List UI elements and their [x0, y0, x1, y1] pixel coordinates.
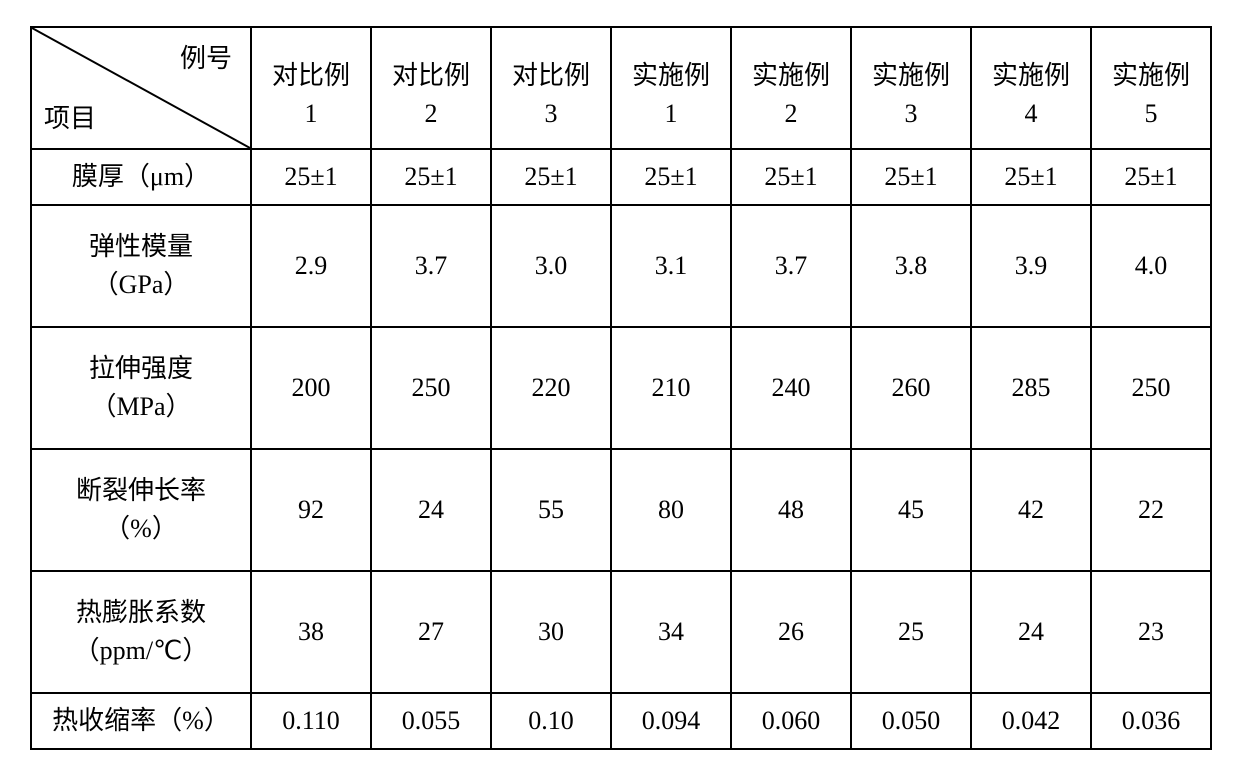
row-label: 热收缩率（%）	[31, 693, 251, 749]
col-label-2: 1	[612, 95, 730, 133]
cell: 3.7	[731, 205, 851, 327]
cell: 3.7	[371, 205, 491, 327]
col-header: 实施例3	[851, 27, 971, 149]
cell: 23	[1091, 571, 1211, 693]
row-label: 断裂伸长率（%）	[31, 449, 251, 571]
col-label-1: 对比例	[372, 57, 490, 95]
table-row: 弹性模量（GPa） 2.9 3.7 3.0 3.1 3.7 3.8 3.9 4.…	[31, 205, 1211, 327]
cell: 26	[731, 571, 851, 693]
cell: 220	[491, 327, 611, 449]
cell: 25±1	[371, 149, 491, 205]
col-header: 实施例5	[1091, 27, 1211, 149]
table-row: 拉伸强度（MPa） 200 250 220 210 240 260 285 25…	[31, 327, 1211, 449]
cell: 260	[851, 327, 971, 449]
cell: 3.9	[971, 205, 1091, 327]
table-row: 热膨胀系数（ppm/℃） 38 27 30 34 26 25 24 23	[31, 571, 1211, 693]
cell: 0.060	[731, 693, 851, 749]
table-row: 膜厚（μm） 25±1 25±1 25±1 25±1 25±1 25±1 25±…	[31, 149, 1211, 205]
cell: 210	[611, 327, 731, 449]
cell: 30	[491, 571, 611, 693]
row-label: 热膨胀系数（ppm/℃）	[31, 571, 251, 693]
cell: 25	[851, 571, 971, 693]
cell: 38	[251, 571, 371, 693]
row-label: 弹性模量（GPa）	[31, 205, 251, 327]
col-header: 实施例2	[731, 27, 851, 149]
cell: 3.1	[611, 205, 731, 327]
cell: 0.10	[491, 693, 611, 749]
cell: 92	[251, 449, 371, 571]
col-header: 实施例4	[971, 27, 1091, 149]
row-label: 拉伸强度（MPa）	[31, 327, 251, 449]
cell: 25±1	[1091, 149, 1211, 205]
table-row: 热收缩率（%） 0.110 0.055 0.10 0.094 0.060 0.0…	[31, 693, 1211, 749]
cell: 80	[611, 449, 731, 571]
cell: 22	[1091, 449, 1211, 571]
cell: 45	[851, 449, 971, 571]
data-table: 例号 项目 对比例1 对比例2 对比例3 实施例1 实施例2 实施例3 实施例4…	[30, 26, 1212, 750]
cell: 285	[971, 327, 1091, 449]
col-label-2: 3	[852, 95, 970, 133]
cell: 55	[491, 449, 611, 571]
cell: 3.0	[491, 205, 611, 327]
cell: 24	[371, 449, 491, 571]
col-header: 对比例3	[491, 27, 611, 149]
cell: 0.055	[371, 693, 491, 749]
cell: 42	[971, 449, 1091, 571]
col-label-1: 实施例	[612, 57, 730, 95]
cell: 240	[731, 327, 851, 449]
col-label-2: 2	[372, 95, 490, 133]
table-row: 断裂伸长率（%） 92 24 55 80 48 45 42 22	[31, 449, 1211, 571]
col-label-2: 2	[732, 95, 850, 133]
cell: 25±1	[971, 149, 1091, 205]
cell: 25±1	[851, 149, 971, 205]
cell: 0.036	[1091, 693, 1211, 749]
cell: 48	[731, 449, 851, 571]
col-header: 对比例1	[251, 27, 371, 149]
col-label-1: 实施例	[732, 57, 850, 95]
cell: 25±1	[491, 149, 611, 205]
row-label: 膜厚（μm）	[31, 149, 251, 205]
cell: 0.042	[971, 693, 1091, 749]
col-label-2: 3	[492, 95, 610, 133]
table-container: 例号 项目 对比例1 对比例2 对比例3 实施例1 实施例2 实施例3 实施例4…	[0, 0, 1240, 776]
diag-top-label: 例号	[180, 40, 232, 78]
col-header: 实施例1	[611, 27, 731, 149]
cell: 250	[371, 327, 491, 449]
col-label-1: 实施例	[1092, 57, 1210, 95]
cell: 3.8	[851, 205, 971, 327]
col-label-1: 对比例	[492, 57, 610, 95]
cell: 25±1	[251, 149, 371, 205]
cell: 24	[971, 571, 1091, 693]
cell: 34	[611, 571, 731, 693]
cell: 25±1	[731, 149, 851, 205]
cell: 200	[251, 327, 371, 449]
cell: 27	[371, 571, 491, 693]
header-row: 例号 项目 对比例1 对比例2 对比例3 实施例1 实施例2 实施例3 实施例4…	[31, 27, 1211, 149]
col-label-1: 对比例	[252, 57, 370, 95]
col-label-2: 4	[972, 95, 1090, 133]
diag-bottom-label: 项目	[44, 100, 96, 138]
cell: 4.0	[1091, 205, 1211, 327]
col-label-2: 5	[1092, 95, 1210, 133]
col-label-1: 实施例	[972, 57, 1090, 95]
cell: 2.9	[251, 205, 371, 327]
diagonal-header-cell: 例号 项目	[31, 27, 251, 149]
col-header: 对比例2	[371, 27, 491, 149]
cell: 0.050	[851, 693, 971, 749]
col-label-1: 实施例	[852, 57, 970, 95]
cell: 0.110	[251, 693, 371, 749]
cell: 250	[1091, 327, 1211, 449]
cell: 25±1	[611, 149, 731, 205]
col-label-2: 1	[252, 95, 370, 133]
cell: 0.094	[611, 693, 731, 749]
